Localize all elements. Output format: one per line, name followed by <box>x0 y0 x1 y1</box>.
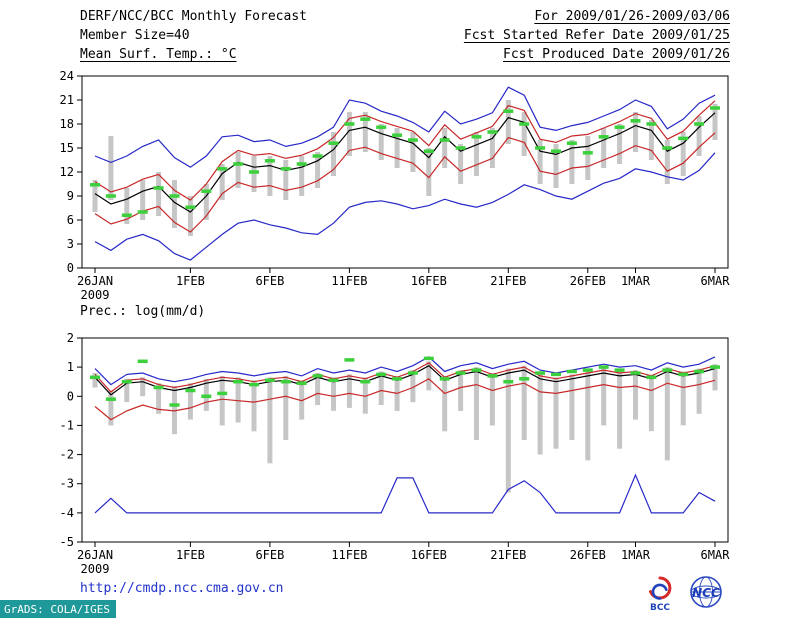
series-lower-quartile <box>94 132 716 233</box>
x-tick-sublabel: 2009 <box>81 562 110 576</box>
y-tick-label: 0 <box>67 261 74 275</box>
y-tick-label: 21 <box>60 93 74 107</box>
x-tick-label: 6FEB <box>255 274 284 288</box>
series-ensemble-min <box>94 473 716 514</box>
series-ensemble-mean <box>94 112 716 213</box>
y-tick-label: -3 <box>60 477 74 491</box>
x-tick-label: 21FEB <box>490 548 526 562</box>
series-observation <box>90 356 720 407</box>
series-upper-quartile <box>94 362 716 393</box>
y-tick-label: 3 <box>67 237 74 251</box>
report-title: DERF/NCC/BCC Monthly Forecast <box>80 9 307 24</box>
x-tick-label: 1FEB <box>176 548 205 562</box>
y-tick-label: -1 <box>60 418 74 432</box>
y-tick-label: 2 <box>67 331 74 345</box>
y-tick-label: 24 <box>60 69 74 83</box>
series-ensemble-max <box>94 356 716 386</box>
x-tick-label: 11FEB <box>331 274 367 288</box>
ncc-logo-globe <box>690 576 722 608</box>
series-observation <box>90 106 720 217</box>
y-tick-label: 12 <box>60 165 74 179</box>
x-tick-label: 1FEB <box>176 274 205 288</box>
series-ensemble-mean <box>94 364 716 396</box>
produced-date-label: Fcst Produced Date 2009/01/26 <box>503 47 730 62</box>
x-tick-label: 26FEB <box>570 548 606 562</box>
y-tick-label: -4 <box>60 506 74 520</box>
x-tick-label: 1MAR <box>621 274 651 288</box>
refer-date-label: Fcst Started Refer Date 2009/01/25 <box>463 28 730 43</box>
header-row-2: Member Size=40 Fcst Started Refer Date 2… <box>80 27 730 44</box>
y-tick-label: 9 <box>67 189 74 203</box>
x-tick-label: 26JAN <box>77 548 113 562</box>
series-ensemble-max <box>94 86 716 168</box>
ncc-logo-text: NCC <box>692 586 720 600</box>
y-tick-label: -2 <box>60 448 74 462</box>
bcc-logo-mark <box>649 576 672 600</box>
x-tick-label: 26JAN <box>77 274 113 288</box>
bcc-logo: BCC <box>649 576 672 613</box>
y-tick-label: 18 <box>60 117 74 131</box>
plot-frame <box>81 337 729 543</box>
temperature-chart-title: Mean Surf. Temp.: °C <box>80 47 237 62</box>
x-tick-sublabel: 2009 <box>81 288 110 302</box>
x-tick-label: 6FEB <box>255 548 284 562</box>
website-url: http://cmdp.ncc.cma.gov.cn <box>80 581 284 596</box>
y-tick-label: 1 <box>67 360 74 374</box>
spread-bars <box>92 361 718 493</box>
ncc-logo: NCC <box>690 576 722 608</box>
grads-stamp: GrADS: COLA/IGES <box>0 600 116 618</box>
bcc-logo-text: BCC <box>650 603 670 613</box>
y-tick-label: -5 <box>60 535 74 549</box>
x-tick-label: 26FEB <box>570 274 606 288</box>
y-tick-label: 0 <box>67 389 74 403</box>
y-tick-label: 6 <box>67 213 74 227</box>
member-size-label: Member Size=40 <box>80 28 190 43</box>
header-row-3: Mean Surf. Temp.: °C Fcst Produced Date … <box>80 46 730 63</box>
series-lower-quartile <box>94 378 716 421</box>
x-tick-label: 21FEB <box>490 274 526 288</box>
series-upper-quartile <box>94 100 716 201</box>
x-tick-label: 6MAR <box>701 548 731 562</box>
x-tick-label: 1MAR <box>621 548 651 562</box>
x-tick-label: 6MAR <box>701 274 731 288</box>
x-tick-label: 16FEB <box>411 548 447 562</box>
series-ensemble-min <box>94 152 716 261</box>
x-tick-label: 16FEB <box>411 274 447 288</box>
y-tick-label: 15 <box>60 141 74 155</box>
spread-bars <box>92 100 718 236</box>
x-tick-label: 11FEB <box>331 548 367 562</box>
precipitation-chart-title: Prec.: log(mm/d) <box>80 304 206 319</box>
header-row-1: DERF/NCC/BCC Monthly Forecast For 2009/0… <box>80 8 730 25</box>
forecast-period: For 2009/01/26-2009/03/06 <box>534 9 730 24</box>
